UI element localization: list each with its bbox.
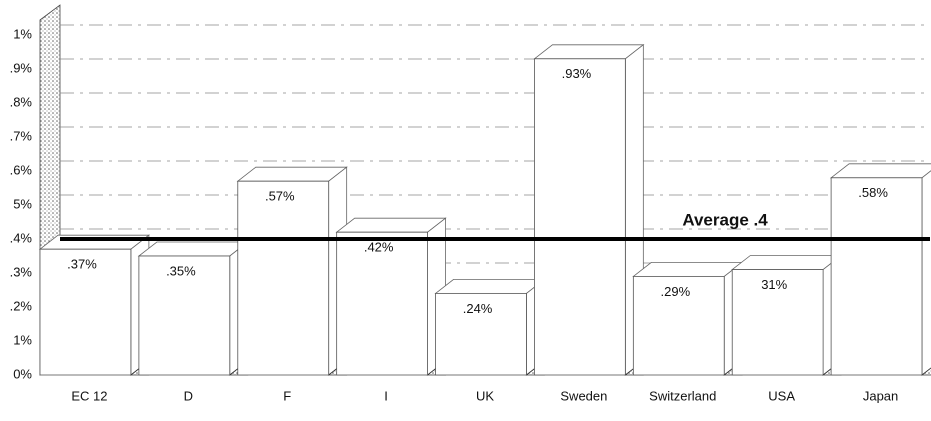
bar-side (921, 170, 931, 376)
value-label: .24% (463, 301, 493, 316)
y-tick-label: 1% (13, 26, 32, 41)
value-label: .35% (166, 263, 196, 278)
y-tick-label: .9% (10, 60, 33, 75)
y-tick-label: .8% (10, 94, 33, 109)
bar (731, 269, 824, 376)
bar (39, 248, 132, 376)
x-tick-label: USA (768, 388, 795, 403)
bar-top (434, 278, 546, 294)
value-label: .93% (562, 66, 592, 81)
value-label: 31% (761, 277, 787, 292)
bar-top (236, 166, 348, 182)
y-tick-label: .6% (10, 162, 33, 177)
x-tick-label: EC 12 (71, 388, 107, 403)
x-tick-label: UK (476, 388, 494, 403)
average-label: Average .4 (682, 210, 768, 229)
y-tick-label: .7% (10, 128, 33, 143)
bar (435, 292, 527, 376)
x-tick-label: Japan (863, 388, 898, 403)
bar (237, 180, 330, 376)
value-label: .42% (364, 240, 394, 255)
value-label: .57% (265, 189, 295, 204)
bar-top (335, 217, 447, 233)
value-label: .29% (661, 284, 691, 299)
x-tick-label: Sweden (560, 388, 607, 403)
y-tick-label: 0% (13, 366, 32, 381)
bar-top (533, 44, 645, 60)
bar-base (920, 367, 931, 376)
bar (336, 231, 428, 376)
x-tick-label: Switzerland (649, 388, 716, 403)
bar-top (632, 261, 744, 277)
bar (534, 58, 626, 376)
bar-top (137, 241, 249, 257)
y-tick-label: 1% (13, 332, 32, 347)
bar-top (731, 255, 843, 271)
y-tick-label: 5% (13, 196, 32, 211)
value-label: .58% (858, 185, 888, 200)
bar (632, 275, 725, 376)
bar (830, 177, 923, 376)
x-tick-label: I (384, 388, 388, 403)
bar-top (829, 163, 931, 179)
x-tick-label: F (283, 388, 291, 403)
y-tick-label: .3% (10, 264, 33, 279)
y-tick-label: .2% (10, 298, 33, 313)
bar (138, 255, 231, 376)
value-label: .37% (67, 257, 97, 272)
x-tick-label: D (184, 388, 193, 403)
y-tick-label: .4% (10, 230, 33, 245)
